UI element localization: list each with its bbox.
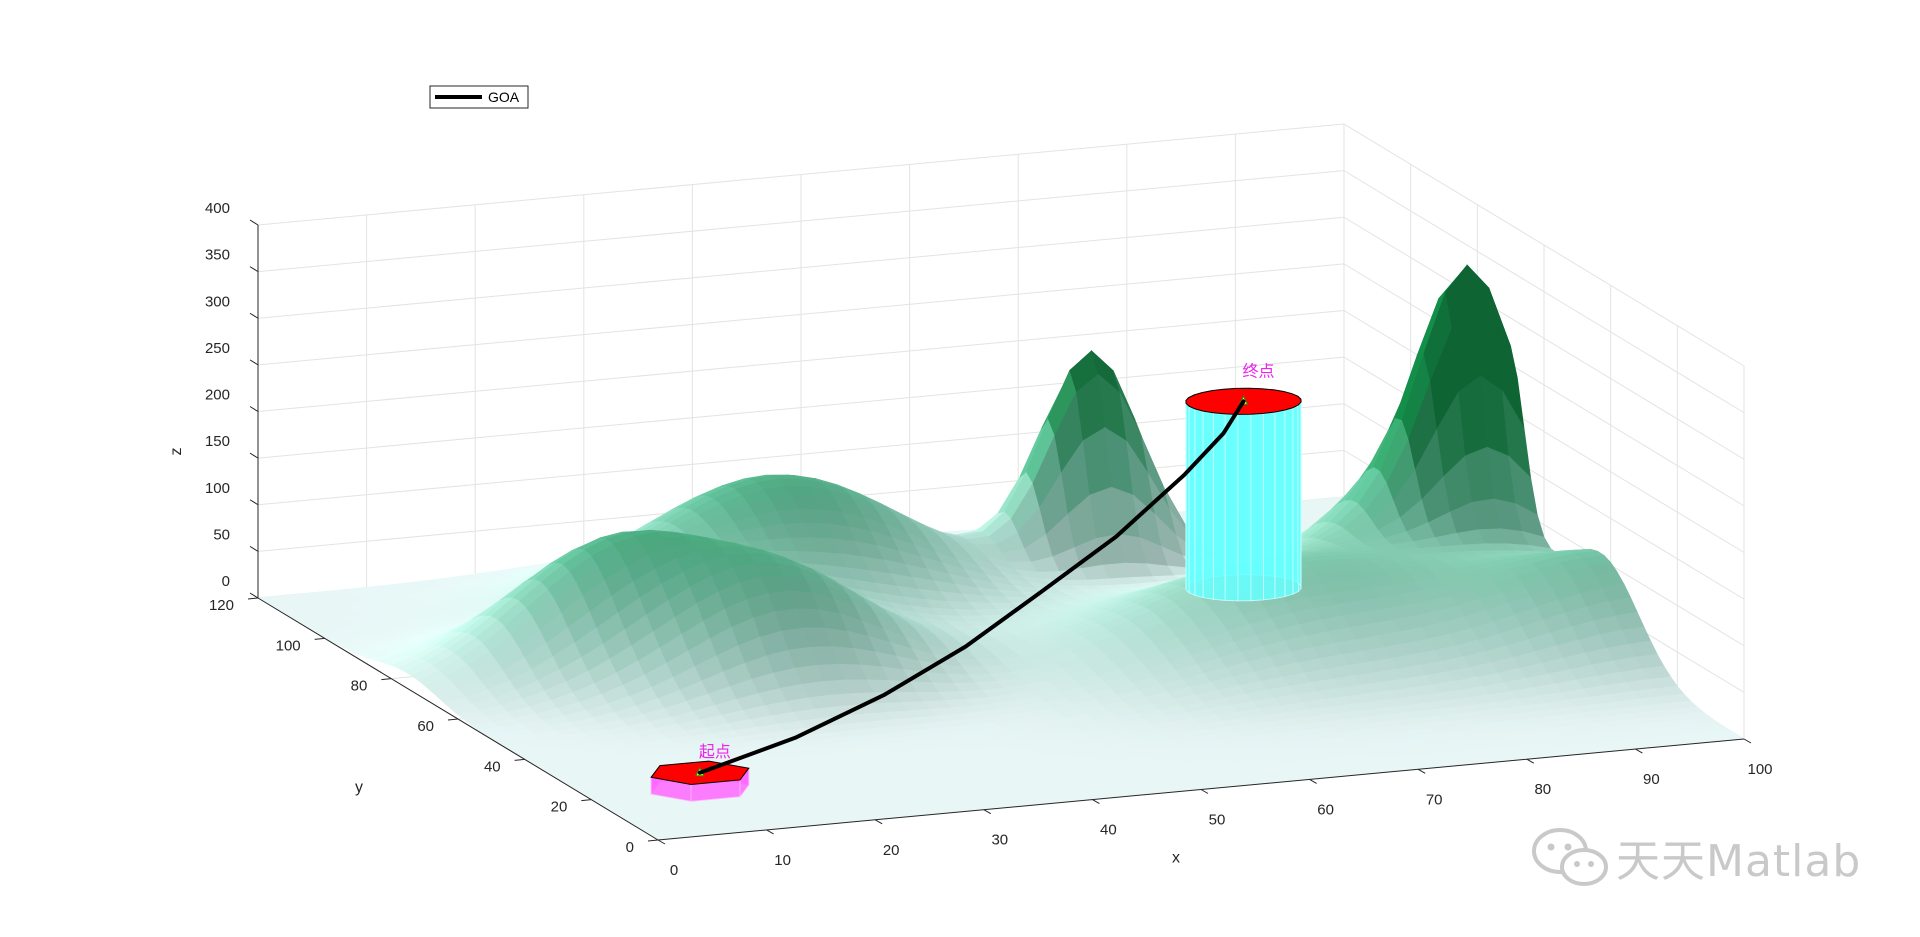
y-tick-label: 100 <box>276 637 301 654</box>
goal-marker-side <box>1202 410 1214 600</box>
z-tick-label: 0 <box>222 573 230 590</box>
axis-ticks: 0 10 20 30 40 50 60 70 80 90 100 x 0 20 40 60 80 100 120 y 0… <box>168 200 1773 879</box>
back-wall-gridline <box>257 356 1345 459</box>
x-tick-mark <box>1417 768 1426 774</box>
x-tick-mark <box>874 819 883 825</box>
x-tick-mark <box>983 809 992 815</box>
x-tick-label: 40 <box>1100 822 1117 839</box>
z-tick-mark <box>249 452 259 459</box>
goal-marker-side <box>1263 411 1276 601</box>
y-tick-label: 20 <box>551 799 568 816</box>
z-axis-label: z <box>168 448 185 456</box>
x-tick-label: 100 <box>1747 761 1772 778</box>
goal-label: 终点 <box>1242 361 1274 380</box>
x-tick-mark <box>1092 799 1100 805</box>
z-tick-label: 200 <box>205 387 230 404</box>
goal-marker <box>1185 387 1302 602</box>
z-tick-label: 350 <box>205 247 230 264</box>
goal-marker-side <box>1297 395 1302 587</box>
terrain-surface <box>257 264 1745 841</box>
z-tick-label: 50 <box>213 526 230 543</box>
goal-marker-side <box>1274 409 1286 599</box>
y-tick-label: 40 <box>484 758 501 775</box>
z-tick-label: 400 <box>205 200 230 217</box>
z-tick-label: 300 <box>205 293 230 310</box>
x-tick-mark <box>1635 748 1643 754</box>
wechat-icon <box>1532 828 1608 886</box>
y-tick-mark <box>447 718 459 721</box>
x-tick-label: 20 <box>883 842 900 859</box>
z-tick-mark <box>249 499 259 506</box>
side-wall-gridline <box>1343 123 1745 367</box>
start-label: 起点 <box>699 742 731 761</box>
z-tick-mark <box>249 406 259 412</box>
z-tick-label: 100 <box>205 480 230 497</box>
goal-marker-side <box>1224 413 1239 602</box>
z-tick-mark <box>249 219 259 226</box>
y-tick-mark <box>247 597 259 600</box>
x-tick-mark <box>657 839 666 845</box>
side-wall-gridline <box>1343 263 1745 507</box>
goal-marker-side <box>1284 407 1294 598</box>
goal-marker-side <box>1237 413 1252 602</box>
x-tick-label: 30 <box>991 832 1008 849</box>
z-tick-mark <box>249 266 259 273</box>
back-wall-gridline <box>257 403 1345 506</box>
back-wall-gridline <box>257 263 1345 366</box>
z-tick-label: 250 <box>205 340 230 357</box>
y-tick-label: 60 <box>417 718 434 735</box>
legend: GOA <box>429 85 529 109</box>
x-tick-mark <box>1200 789 1209 794</box>
y-tick-label: 120 <box>209 597 234 614</box>
goal-marker-side <box>1250 412 1264 602</box>
series-line-GOA <box>697 399 1246 775</box>
back-wall-gridline <box>257 216 1345 319</box>
x-tick-mark <box>1526 758 1535 764</box>
goal-marker-side <box>1185 402 1190 594</box>
x-tick-mark <box>766 829 774 835</box>
x-axis-label: x <box>1172 850 1180 867</box>
z-tick-mark <box>249 592 259 599</box>
x-tick-label: 80 <box>1534 781 1551 798</box>
y-tick-mark <box>581 799 592 802</box>
z-tick-label: 150 <box>205 433 230 450</box>
y-tick-mark <box>514 758 525 761</box>
x-tick-label: 50 <box>1209 812 1226 829</box>
x-tick-label: 0 <box>670 862 678 879</box>
start-marker <box>650 760 750 802</box>
y-tick-label: 0 <box>626 839 634 856</box>
x-tick-label: 10 <box>774 852 791 869</box>
watermark-text: 天天Matlab <box>1616 836 1862 887</box>
x-tick-label: 60 <box>1317 801 1334 818</box>
back-wall-gridline <box>257 123 1345 226</box>
y-tick-label: 80 <box>351 678 368 695</box>
y-tick-mark <box>647 839 659 842</box>
watermark: 天天Matlab <box>1530 825 1861 889</box>
z-tick-mark <box>249 312 259 319</box>
start-goal-markers: 起点 终点 <box>650 361 1302 802</box>
x-tick-label: 70 <box>1426 791 1443 808</box>
side-wall-gridline <box>1343 170 1745 414</box>
y-tick-mark <box>314 637 325 640</box>
y-tick-mark <box>381 678 392 681</box>
goal-marker-side <box>1188 405 1196 597</box>
path-series <box>697 399 1246 775</box>
side-wall-gridline <box>1343 310 1745 553</box>
goal-marker-side <box>1194 408 1204 599</box>
z-tick-mark <box>249 545 259 552</box>
back-wall-gridline <box>257 170 1345 273</box>
x-tick-mark <box>1743 738 1752 744</box>
legend-label: GOA <box>488 89 520 105</box>
back-wall-gridline <box>257 310 1345 412</box>
x-tick-label: 90 <box>1643 771 1660 788</box>
side-wall-gridline <box>1343 216 1745 460</box>
y-axis-label: y <box>355 779 363 796</box>
x-tick-mark <box>1309 778 1317 784</box>
z-tick-mark <box>249 359 259 366</box>
